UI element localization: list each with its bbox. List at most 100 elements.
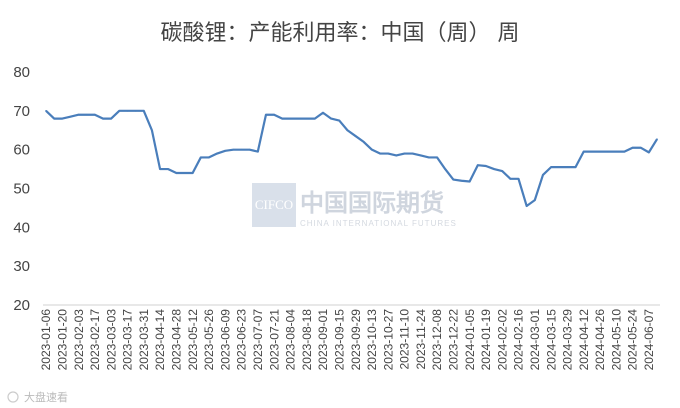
y-tick-label: 70 [13,103,30,120]
data-point [94,113,96,116]
data-point [362,141,365,143]
x-tick-label: 2023-03-17 [121,309,135,371]
x-tick-label: 2024-03-01 [528,309,542,371]
x-tick-label: 2023-12-08 [430,309,444,371]
data-point [102,117,104,120]
data-point [550,166,552,168]
data-point [558,166,561,168]
data-point [436,156,438,159]
watermark-subtitle: CHINA INTERNATIONAL FUTURES [300,219,457,228]
data-point [208,156,210,159]
data-point [501,170,504,172]
source-logo-icon [7,391,19,403]
x-tick-label: 2023-09-29 [349,309,363,371]
watermark-logo-box [252,183,296,227]
x-tick-label: 2023-07-21 [267,309,281,371]
y-tick-label: 60 [13,142,30,159]
data-point [77,113,80,116]
x-tick-label: 2024-06-07 [642,309,656,371]
data-point [648,151,650,154]
data-point [167,168,169,170]
data-point [428,156,430,159]
y-tick-label: 50 [13,181,30,198]
y-tick-label: 80 [13,64,30,81]
data-point [191,172,194,174]
data-point [371,148,373,151]
watermark-name: 中国国际期货 [300,189,444,217]
data-point [53,117,55,120]
data-point [631,146,634,149]
x-tick-label: 2024-03-29 [561,309,575,371]
data-point [338,119,341,122]
data-point [126,110,129,112]
data-point [379,152,381,155]
data-point [281,117,284,120]
data-point [61,117,64,120]
x-tick-label: 2024-02-16 [512,309,526,371]
data-point [485,165,487,167]
data-point [216,152,218,155]
x-tick-label: 2023-03-03 [104,309,118,371]
data-point [444,168,446,170]
data-point [151,129,153,132]
data-point [45,110,47,112]
data-point [199,156,202,159]
data-point [175,172,178,174]
x-tick-label: 2023-04-14 [153,309,167,371]
data-point [240,148,243,151]
data-point [493,168,495,170]
data-point [289,117,292,120]
data-point [265,113,267,116]
data-point [452,178,455,181]
x-tick-label: 2023-02-03 [72,309,86,371]
data-point [615,150,618,153]
data-point [354,135,357,137]
series-line [45,109,658,208]
data-point [183,172,186,174]
source-mark-text: 大盘速看 [24,390,68,404]
data-point [224,150,227,152]
y-tick-label: 30 [13,258,30,275]
x-tick-label: 2023-05-12 [186,309,200,371]
data-point [118,110,121,112]
y-axis: 20 30 40 50 60 70 80 [13,64,30,314]
x-tick-label: 2024-05-10 [609,309,623,371]
data-point [387,152,389,155]
x-axis: 2023-01-06 2023-01-20 2023-02-03 2023-02-17… [39,304,660,371]
x-tick-label: 2023-01-20 [55,309,69,371]
x-tick-label: 2024-01-19 [479,309,493,371]
data-point [322,111,324,114]
x-tick-label: 2023-06-23 [235,309,249,371]
data-point [623,150,626,153]
x-tick-label: 2024-03-15 [544,309,558,371]
data-point [110,117,112,120]
data-point [305,117,308,120]
x-tick-label: 2023-09-15 [332,309,346,371]
x-tick-label: 2024-01-05 [463,309,477,371]
y-tick-label: 40 [13,219,30,236]
data-point [314,117,316,120]
data-point [232,148,235,151]
x-tick-label: 2024-04-26 [593,309,607,371]
data-point [566,166,569,168]
x-tick-label: 2023-07-07 [251,309,265,371]
plot-series [45,109,658,208]
data-point [656,138,658,140]
data-point [574,166,577,168]
data-point [534,199,536,201]
data-point [403,152,406,155]
data-point [85,113,88,116]
data-point [419,154,422,157]
x-tick-label: 2024-04-12 [577,309,591,371]
data-point [297,117,300,120]
chart-title: 碳酸锂：产能利用率：中国（周） 周 [161,21,520,46]
x-tick-label: 2023-09-01 [316,309,330,371]
data-point [257,150,259,153]
x-tick-label: 2023-02-17 [88,309,102,371]
data-point [248,148,251,151]
data-point [599,150,601,153]
data-point [159,168,161,170]
data-point [542,174,544,176]
x-tick-label: 2023-08-18 [300,309,314,371]
data-point [346,129,349,132]
